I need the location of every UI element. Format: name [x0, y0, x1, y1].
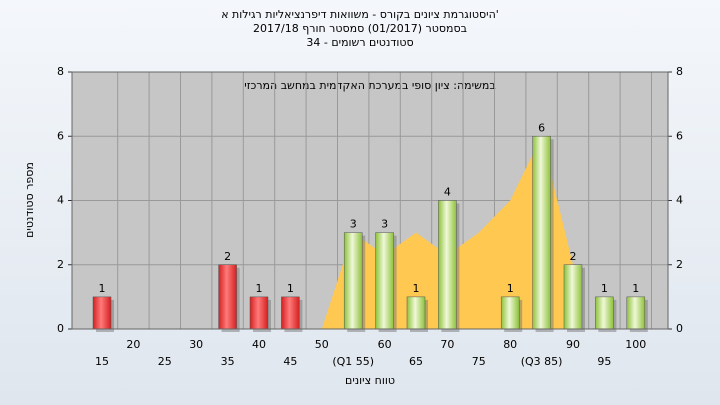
y2-tick-label: 8 — [676, 65, 683, 78]
bar — [406, 296, 426, 330]
x-tick-label: 95 — [597, 355, 611, 368]
value-label: 1 — [507, 282, 514, 295]
bar — [343, 232, 363, 330]
value-label: 2 — [570, 250, 577, 263]
x-tick-label: 70 — [440, 338, 454, 351]
bar — [532, 136, 551, 330]
x-tick-label: 90 — [566, 338, 580, 351]
y-tick-label: 2 — [57, 258, 64, 271]
x-tick-label: 20 — [126, 338, 140, 351]
value-label: 1 — [632, 282, 639, 295]
chart-subtitle: סטודנטים רשומים - 34 — [306, 36, 413, 49]
x-tick-label: 35 — [221, 355, 235, 368]
value-label: 1 — [99, 282, 106, 295]
bar — [438, 200, 457, 330]
y2-tick-label: 2 — [676, 258, 683, 271]
bar — [92, 296, 112, 330]
x-tick-label: 30 — [189, 338, 203, 351]
bar — [218, 264, 237, 330]
value-label: 1 — [601, 282, 608, 295]
bar — [375, 232, 394, 330]
chart-subtitle: בסמסטר (01/2017) סמסטר חורף 2017/18 — [253, 22, 467, 35]
x-tick-label: 15 — [95, 355, 109, 368]
x-tick-label: 40 — [252, 338, 266, 351]
y2-tick-label: 0 — [676, 322, 683, 335]
value-label: 4 — [444, 186, 451, 199]
x-tick-label: 75 — [472, 355, 486, 368]
x-tick-label: 65 — [409, 355, 423, 368]
x-tick-label: 45 — [283, 355, 297, 368]
chart-title: 'היסטוגרמת ציונים בקורס - משוואות דיפרנצ… — [221, 8, 499, 21]
x-tick-label: (Q3 85) — [521, 355, 563, 368]
value-label: 2 — [224, 250, 231, 263]
bar — [563, 264, 583, 330]
value-label: 1 — [413, 282, 420, 295]
y2-tick-label: 4 — [676, 194, 683, 207]
plot-border — [71, 71, 669, 330]
x-tick-label: 50 — [315, 338, 329, 351]
x-axis-label: טווח ציונים — [345, 374, 395, 387]
y-axis-label: מספר סטודנטים — [23, 162, 36, 238]
bar — [595, 296, 614, 330]
y-tick-label: 8 — [57, 65, 64, 78]
value-label: 1 — [287, 282, 294, 295]
bar — [281, 296, 300, 330]
bar — [626, 296, 646, 330]
x-tick-label: 60 — [378, 338, 392, 351]
x-tick-label: 100 — [625, 338, 646, 351]
value-label: 1 — [256, 282, 263, 295]
value-label: 3 — [350, 218, 357, 231]
x-tick-label: 80 — [503, 338, 517, 351]
x-tick-label: 25 — [158, 355, 172, 368]
x-tick-label: (Q1 55) — [332, 355, 374, 368]
annotation: במשימה: ציון סופי במערכת האקדמית במחשב ה… — [244, 79, 495, 92]
y-tick-label: 4 — [57, 194, 64, 207]
bar — [500, 296, 520, 330]
bar — [249, 296, 269, 330]
y2-tick-label: 6 — [676, 129, 683, 142]
value-label: 6 — [538, 121, 545, 134]
y-tick-label: 0 — [57, 322, 64, 335]
y-tick-label: 6 — [57, 129, 64, 142]
value-label: 3 — [381, 218, 388, 231]
